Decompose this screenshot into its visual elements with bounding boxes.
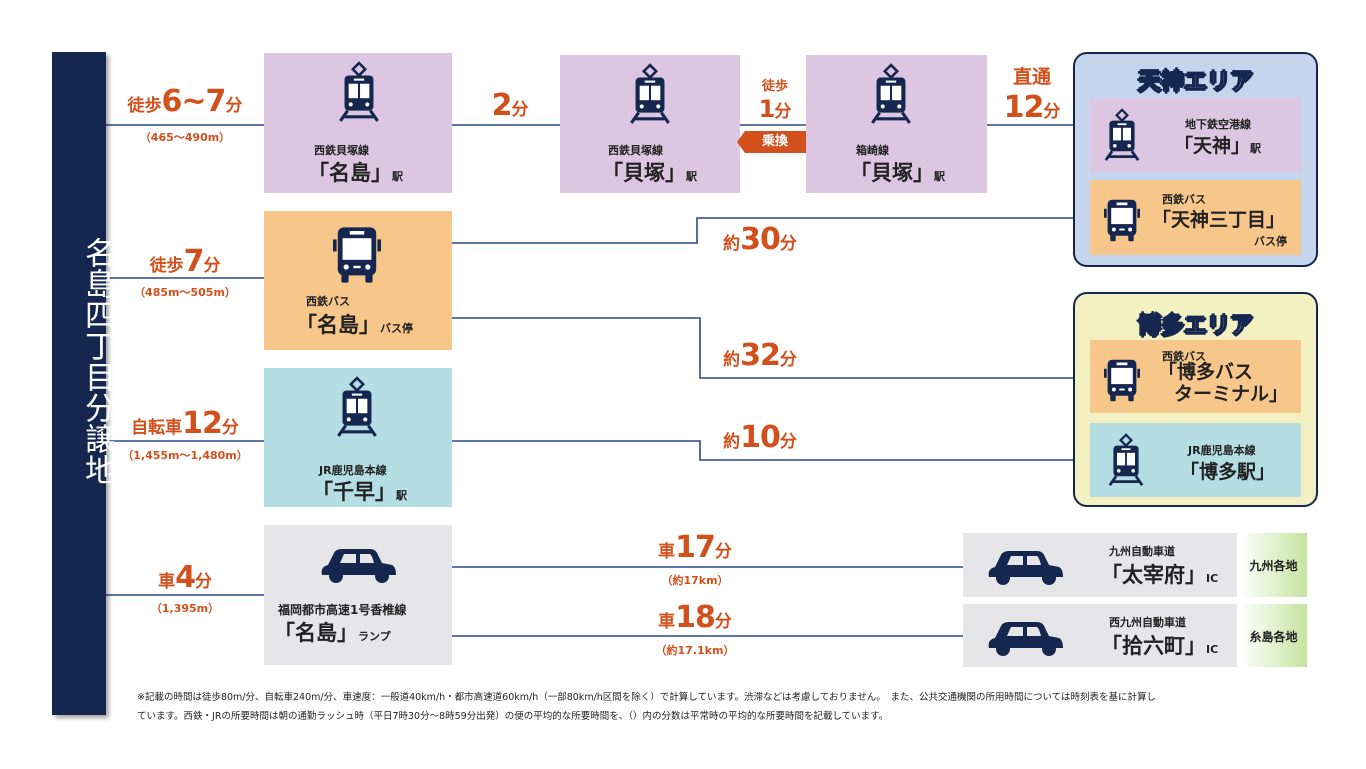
car-dazaifu-time: 車17分 bbox=[658, 530, 732, 565]
station-kaizuka-nishitetsu: 西鉄貝塚線 「貝塚」駅 bbox=[560, 55, 740, 193]
ic-dazaifu: 九州自動車道 「太宰府」IC bbox=[963, 533, 1237, 597]
station-chihaya: JR鹿児島本線 「千早」駅 bbox=[264, 368, 452, 507]
train-icon bbox=[870, 63, 912, 125]
walk1-label: 徒歩6~7分 bbox=[127, 84, 243, 119]
transfer-badge: 乗換 bbox=[737, 131, 813, 153]
hakata-area-title: 博多エリア bbox=[1138, 313, 1254, 340]
origin-banner: 名島四丁目分譲地 bbox=[52, 52, 115, 715]
bike-label: 自転車12分 bbox=[131, 406, 239, 441]
tenjin-area: 天神エリア 地下鉄空港線 「天神」駅 西鉄バス 「天神三丁目」 バス停 bbox=[1073, 52, 1318, 267]
train-icon bbox=[336, 376, 378, 438]
car-jurokucho-time: 車18分 bbox=[658, 600, 732, 635]
transfer-walk-label: 徒歩 1分 bbox=[758, 79, 792, 123]
train-icon bbox=[629, 63, 671, 125]
ic-jurokucho: 西九州自動車道 「拾六町」IC bbox=[963, 604, 1237, 667]
car-jurokucho-distance: （約17.1km） bbox=[655, 644, 735, 657]
bus-icon bbox=[332, 225, 382, 285]
hakata-station: JR鹿児島本線 「博多駅」 bbox=[1090, 423, 1301, 497]
hakata-area: 博多エリア 西鉄バス 「博多バス ターミナル」 JR鹿児島本線 「博多駅」 bbox=[1073, 292, 1318, 507]
walk1-distance: （465～490m） bbox=[139, 131, 231, 144]
car-icon bbox=[985, 547, 1065, 587]
bus-hakata-time: 約32分 bbox=[723, 338, 797, 373]
dest-kyushu: 九州各地 bbox=[1240, 533, 1307, 597]
line-bus-tenjin bbox=[452, 217, 1090, 244]
walk2-label: 徒歩7分 bbox=[149, 244, 221, 279]
footnote: ※記載の時間は徒歩80m/分、自転車240m/分、車速度：一般道40km/h・都… bbox=[137, 688, 1327, 726]
tenjin-subway-station: 地下鉄空港線 「天神」駅 bbox=[1090, 98, 1301, 172]
footnote-line-1: ※記載の時間は徒歩80m/分、自転車240m/分、車速度：一般道40km/h・都… bbox=[137, 692, 1156, 703]
car-icon bbox=[318, 545, 398, 585]
car-icon bbox=[985, 618, 1065, 658]
train-icon bbox=[1104, 108, 1140, 162]
tenjin-area-title: 天神エリア bbox=[1138, 69, 1254, 96]
bike-distance: （1,455m～1,480m） bbox=[122, 449, 248, 462]
najima-ramp: 福岡都市高速1号香椎線 「名島」ランプ bbox=[264, 525, 452, 665]
jr-hakata-time: 約10分 bbox=[723, 420, 797, 455]
footnote-line-2: ています。西鉄・JRの所要時間は朝の通勤ラッシュ時（平日7時30分～8時59分出… bbox=[137, 711, 889, 722]
line-jr-hakata bbox=[452, 440, 1090, 461]
car-dazaifu-distance: （約17km） bbox=[661, 574, 729, 587]
origin-title: 名島四丁目分譲地 bbox=[79, 237, 115, 485]
bus-icon bbox=[1104, 198, 1140, 243]
direct-label: 直通 12分 bbox=[1003, 66, 1061, 125]
dest-itoshima: 糸島各地 bbox=[1240, 604, 1307, 667]
train-icon bbox=[1108, 433, 1144, 487]
station-najima-bus: 西鉄バス 「名島」バス停 bbox=[264, 211, 452, 350]
hakata-bus-terminal: 西鉄バス 「博多バス ターミナル」 bbox=[1090, 340, 1301, 413]
train-icon bbox=[338, 61, 380, 123]
station-kaizuka-hakozaki: 箱崎線 「貝塚」駅 bbox=[806, 55, 987, 193]
bus-tenjin-time: 約30分 bbox=[723, 222, 797, 257]
car-distance: （1,395m） bbox=[150, 602, 220, 615]
car-label: 車4分 bbox=[158, 560, 212, 595]
tenjin-bus-stop: 西鉄バス 「天神三丁目」 バス停 bbox=[1090, 180, 1301, 255]
bus-icon bbox=[1104, 358, 1140, 403]
walk2-distance: （485m～505m） bbox=[134, 286, 236, 299]
station-najima: 西鉄貝塚線 「名島」駅 bbox=[264, 53, 452, 193]
line-bus-hakata bbox=[452, 317, 1090, 379]
najima-kaizuka-time: 2分 bbox=[491, 88, 529, 123]
